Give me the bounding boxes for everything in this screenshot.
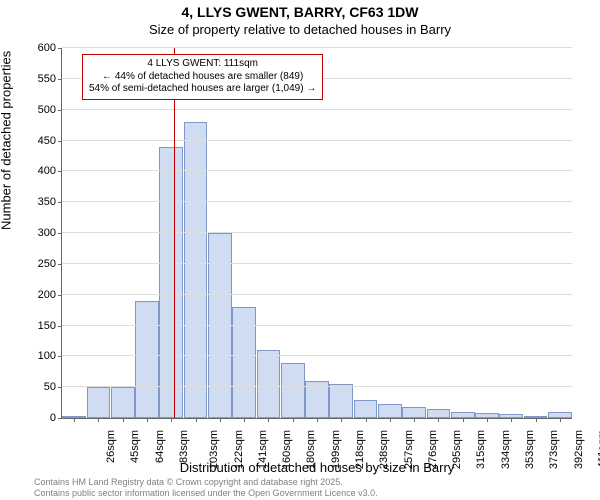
y-tick-mark [58, 264, 62, 265]
annotation-line-2: ← 44% of detached houses are smaller (84… [89, 71, 316, 84]
x-tick-mark [414, 418, 415, 422]
y-tick-mark [58, 110, 62, 111]
chart-subtitle: Size of property relative to detached ho… [0, 22, 600, 37]
gridline [62, 140, 572, 141]
x-tick-mark [244, 418, 245, 422]
property-marker-line [174, 48, 175, 418]
histogram-bar [111, 387, 135, 418]
histogram-bar [208, 233, 232, 418]
x-tick-mark [390, 418, 391, 422]
y-tick-label: 200 [16, 289, 56, 301]
gridline [62, 294, 572, 295]
histogram-bar [378, 404, 402, 418]
gridline [62, 386, 572, 387]
y-tick-label: 400 [16, 165, 56, 177]
y-tick-label: 600 [16, 42, 56, 54]
histogram-bar [427, 409, 451, 418]
histogram-bar [402, 407, 426, 418]
histogram-bar [184, 122, 208, 418]
chart-container: 4, LLYS GWENT, BARRY, CF63 1DW Size of p… [0, 0, 600, 500]
annotation-line-3: 54% of semi-detached houses are larger (… [89, 83, 316, 96]
gridline [62, 109, 572, 110]
gridline [62, 47, 572, 48]
bars-layer [62, 48, 572, 418]
gridline [62, 263, 572, 264]
histogram-bar [159, 147, 183, 418]
x-tick-label: 392sqm [573, 430, 585, 469]
annotation-box: 4 LLYS GWENT: 111sqm ← 44% of detached h… [82, 54, 323, 100]
x-tick-mark [536, 418, 537, 422]
y-axis-label: Number of detached properties [0, 51, 14, 230]
x-tick-mark [147, 418, 148, 422]
x-tick-mark [171, 418, 172, 422]
y-tick-mark [58, 202, 62, 203]
y-tick-mark [58, 295, 62, 296]
y-tick-label: 300 [16, 227, 56, 239]
gridline [62, 232, 572, 233]
x-tick-mark [293, 418, 294, 422]
y-tick-label: 500 [16, 104, 56, 116]
x-tick-mark [196, 418, 197, 422]
footer-line-2: Contains public sector information licen… [34, 488, 378, 498]
x-tick-label: 26sqm [105, 430, 117, 463]
y-tick-label: 250 [16, 258, 56, 270]
y-tick-mark [58, 387, 62, 388]
footer-line-1: Contains HM Land Registry data © Crown c… [34, 477, 378, 487]
x-tick-mark [487, 418, 488, 422]
x-tick-label: 64sqm [154, 430, 166, 463]
y-tick-mark [58, 356, 62, 357]
y-tick-label: 550 [16, 73, 56, 85]
annotation-line-1: 4 LLYS GWENT: 111sqm [89, 58, 316, 71]
x-tick-mark [74, 418, 75, 422]
x-tick-mark [317, 418, 318, 422]
y-tick-mark [58, 79, 62, 80]
y-tick-label: 50 [16, 381, 56, 393]
histogram-bar [87, 387, 111, 418]
gridline [62, 170, 572, 171]
x-tick-label: 411sqm [596, 430, 600, 468]
gridline [62, 325, 572, 326]
x-axis-label: Distribution of detached houses by size … [62, 460, 572, 475]
footer-attribution: Contains HM Land Registry data © Crown c… [34, 477, 378, 498]
y-tick-label: 150 [16, 320, 56, 332]
y-tick-label: 450 [16, 135, 56, 147]
chart-title: 4, LLYS GWENT, BARRY, CF63 1DW [0, 4, 600, 20]
histogram-bar [281, 363, 305, 419]
histogram-bar [354, 400, 378, 419]
gridline [62, 355, 572, 356]
x-tick-mark [123, 418, 124, 422]
y-tick-mark [58, 233, 62, 234]
y-tick-label: 100 [16, 350, 56, 362]
x-tick-mark [511, 418, 512, 422]
x-tick-mark [341, 418, 342, 422]
y-tick-label: 0 [16, 412, 56, 424]
histogram-bar [135, 301, 159, 418]
x-tick-label: 83sqm [178, 430, 190, 463]
histogram-bar [329, 384, 353, 418]
plot-area [62, 48, 572, 418]
x-tick-mark [98, 418, 99, 422]
x-tick-mark [268, 418, 269, 422]
x-tick-mark [366, 418, 367, 422]
y-tick-mark [58, 141, 62, 142]
y-tick-mark [58, 418, 62, 419]
x-tick-label: 45sqm [129, 430, 141, 463]
x-tick-mark [438, 418, 439, 422]
histogram-bar [257, 350, 281, 418]
y-tick-label: 350 [16, 196, 56, 208]
x-tick-mark [560, 418, 561, 422]
x-tick-mark [463, 418, 464, 422]
x-tick-mark [220, 418, 221, 422]
y-tick-mark [58, 326, 62, 327]
gridline [62, 201, 572, 202]
y-tick-mark [58, 48, 62, 49]
y-tick-mark [58, 171, 62, 172]
